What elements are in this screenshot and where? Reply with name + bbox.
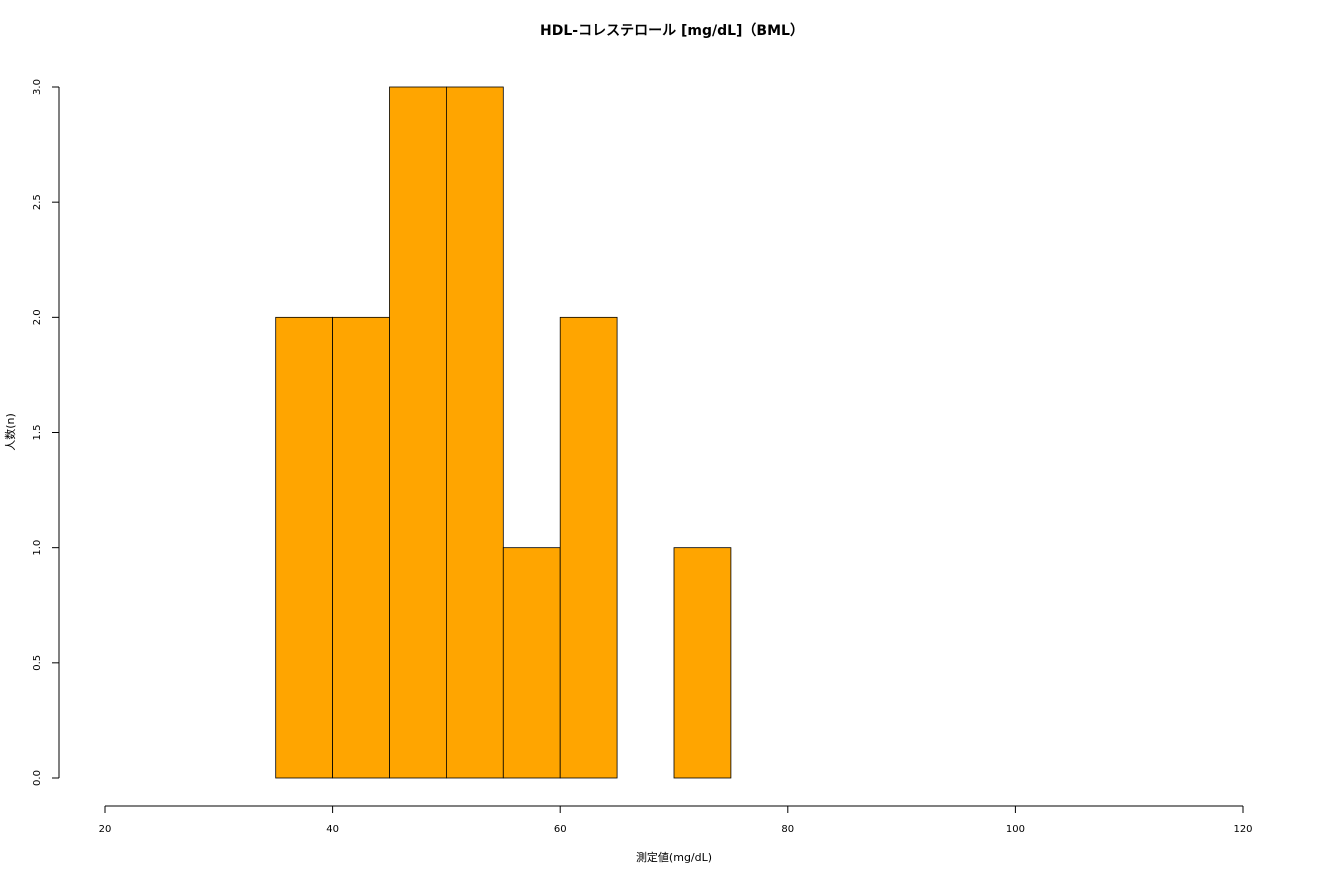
- histogram-bar: [389, 86, 447, 779]
- x-tick-label: 60: [554, 824, 567, 835]
- x-axis-label: 測定値(mg/dL): [636, 850, 712, 864]
- x-axis: 20 40 60 80 100 120: [99, 805, 1253, 835]
- y-axis-label: 人数(n): [4, 413, 17, 451]
- y-tick-label: 3.0: [32, 79, 43, 95]
- bars-group: [275, 86, 732, 779]
- y-tick-label: 0.5: [32, 655, 43, 671]
- y-tick-label: 0.0: [32, 770, 43, 786]
- histogram-bar: [559, 316, 618, 779]
- x-tick-label: 40: [326, 824, 339, 835]
- y-axis: 0.0 0.5 1.0 1.5 2.0 2.5 3.0: [32, 79, 60, 786]
- x-tick-label: 20: [99, 824, 112, 835]
- x-tick-label: 100: [1006, 824, 1025, 835]
- y-tick-label: 1.0: [32, 540, 43, 556]
- x-tick-label: 120: [1233, 824, 1252, 835]
- histogram-bar: [332, 316, 390, 779]
- histogram-bar: [445, 86, 504, 779]
- y-tick-label: 1.5: [32, 425, 43, 441]
- histogram-bar: [502, 547, 561, 779]
- y-tick-label: 2.0: [32, 309, 43, 325]
- chart-title: HDL-コレステロール [mg/dL]（BML）: [540, 23, 804, 39]
- x-tick-label: 80: [781, 824, 794, 835]
- histogram-bar: [673, 547, 732, 779]
- y-tick-label: 2.5: [32, 194, 43, 210]
- histogram-bar: [275, 316, 334, 779]
